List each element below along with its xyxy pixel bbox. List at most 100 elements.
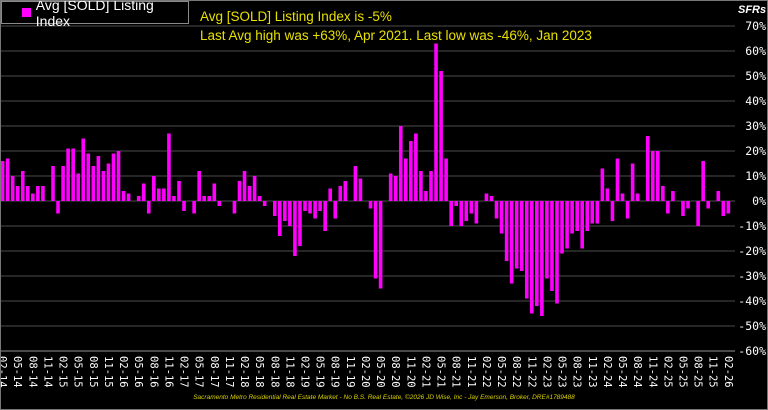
bar <box>66 148 70 201</box>
bar <box>519 201 524 271</box>
bar <box>81 138 86 201</box>
x-tick-label: 11-17 <box>223 356 235 388</box>
bar <box>61 166 65 201</box>
x-tick-label: 05-18 <box>253 356 265 388</box>
bar <box>615 158 620 201</box>
y-axis-label: SFRs <box>738 4 767 16</box>
bar <box>257 196 262 201</box>
bar <box>303 201 307 211</box>
legend-label: Avg [SOLD] Listing Index <box>35 0 154 29</box>
bar <box>530 201 534 314</box>
y-tick-label: 10% <box>745 169 766 183</box>
bar <box>121 191 126 201</box>
bar <box>323 201 327 231</box>
footer-credit: Sacramento Metro Residential Real Estate… <box>193 394 575 401</box>
x-tick-label: 11-19 <box>344 356 356 388</box>
bar <box>645 136 650 201</box>
x-tick-label: 05-19 <box>314 356 326 388</box>
bar <box>353 166 358 201</box>
bar <box>373 201 378 279</box>
bar <box>580 201 584 249</box>
x-tick-label: 11-18 <box>283 356 295 388</box>
bar <box>595 201 600 224</box>
y-tick-label: -10% <box>738 219 766 233</box>
bar <box>555 201 559 304</box>
bar <box>585 201 590 231</box>
bar <box>101 171 106 201</box>
bar <box>474 201 479 224</box>
bar <box>262 201 267 206</box>
bar <box>605 188 610 201</box>
x-tick-label: 08-17 <box>208 356 220 388</box>
y-tick-label: 50% <box>745 69 766 83</box>
bar <box>419 171 423 201</box>
bar <box>313 201 317 219</box>
x-tick-label: 02-17 <box>178 356 190 388</box>
bar <box>242 171 247 201</box>
bar <box>514 201 519 269</box>
y-tick-label: -40% <box>738 294 766 308</box>
bar <box>136 196 141 201</box>
bar <box>726 201 731 214</box>
bar <box>393 176 398 201</box>
bar <box>666 201 670 214</box>
x-tick-label: 05-22 <box>495 356 507 388</box>
x-tick-label: 11-14 <box>41 356 53 388</box>
x-tick-label: 08-20 <box>389 356 401 388</box>
x-tick-label: 05-16 <box>132 356 144 388</box>
y-tick-label: 0% <box>752 194 766 208</box>
bar <box>398 126 403 201</box>
bar <box>671 191 675 201</box>
bar <box>721 201 726 216</box>
bar <box>5 158 10 201</box>
x-tick-label: 02-23 <box>540 356 552 388</box>
bar <box>96 156 101 201</box>
bar <box>706 201 710 209</box>
x-tick-label: 02-22 <box>480 356 492 388</box>
bar <box>20 171 25 201</box>
bar <box>328 188 332 201</box>
bar <box>439 71 443 201</box>
bar <box>252 176 257 201</box>
bar <box>635 193 640 201</box>
bar <box>0 161 5 201</box>
bar <box>338 186 343 201</box>
bar <box>202 196 206 201</box>
x-tick-label: 08-19 <box>329 356 341 388</box>
y-tick-label: -50% <box>738 319 766 333</box>
x-tick-label: 02-18 <box>238 356 250 388</box>
y-tick-label: -60% <box>738 344 766 358</box>
bar <box>237 181 242 201</box>
x-tick-label: 02-19 <box>299 356 311 388</box>
x-tick-label: 02-21 <box>419 356 431 388</box>
bar <box>308 201 312 214</box>
y-tick-label: -30% <box>738 269 766 283</box>
x-tick-label: 08-16 <box>147 356 159 388</box>
x-tick-label: 02-16 <box>117 356 129 388</box>
bar <box>681 201 685 216</box>
bar <box>686 201 690 209</box>
bar <box>111 153 116 201</box>
x-tick-label: 05-14 <box>11 356 23 388</box>
bar <box>550 201 554 291</box>
bar <box>247 186 252 201</box>
bar <box>378 201 383 289</box>
y-tick-label: 30% <box>745 119 766 133</box>
bar <box>86 153 91 201</box>
bar <box>167 133 171 201</box>
x-tick-label: 11-24 <box>646 356 658 388</box>
bar <box>424 191 428 201</box>
bar <box>464 201 469 221</box>
legend-swatch <box>22 8 31 17</box>
bar <box>232 201 237 214</box>
bar <box>535 201 539 306</box>
x-tick-label: 11-23 <box>586 356 598 388</box>
y-tick-label: 60% <box>745 44 766 58</box>
x-tick-label: 08-14 <box>26 356 38 388</box>
bar <box>600 168 605 201</box>
bar <box>333 201 338 219</box>
x-tick-label: 02-15 <box>57 356 69 388</box>
y-tick-label: 70% <box>745 19 766 33</box>
bar <box>283 201 287 221</box>
bar <box>192 201 196 214</box>
